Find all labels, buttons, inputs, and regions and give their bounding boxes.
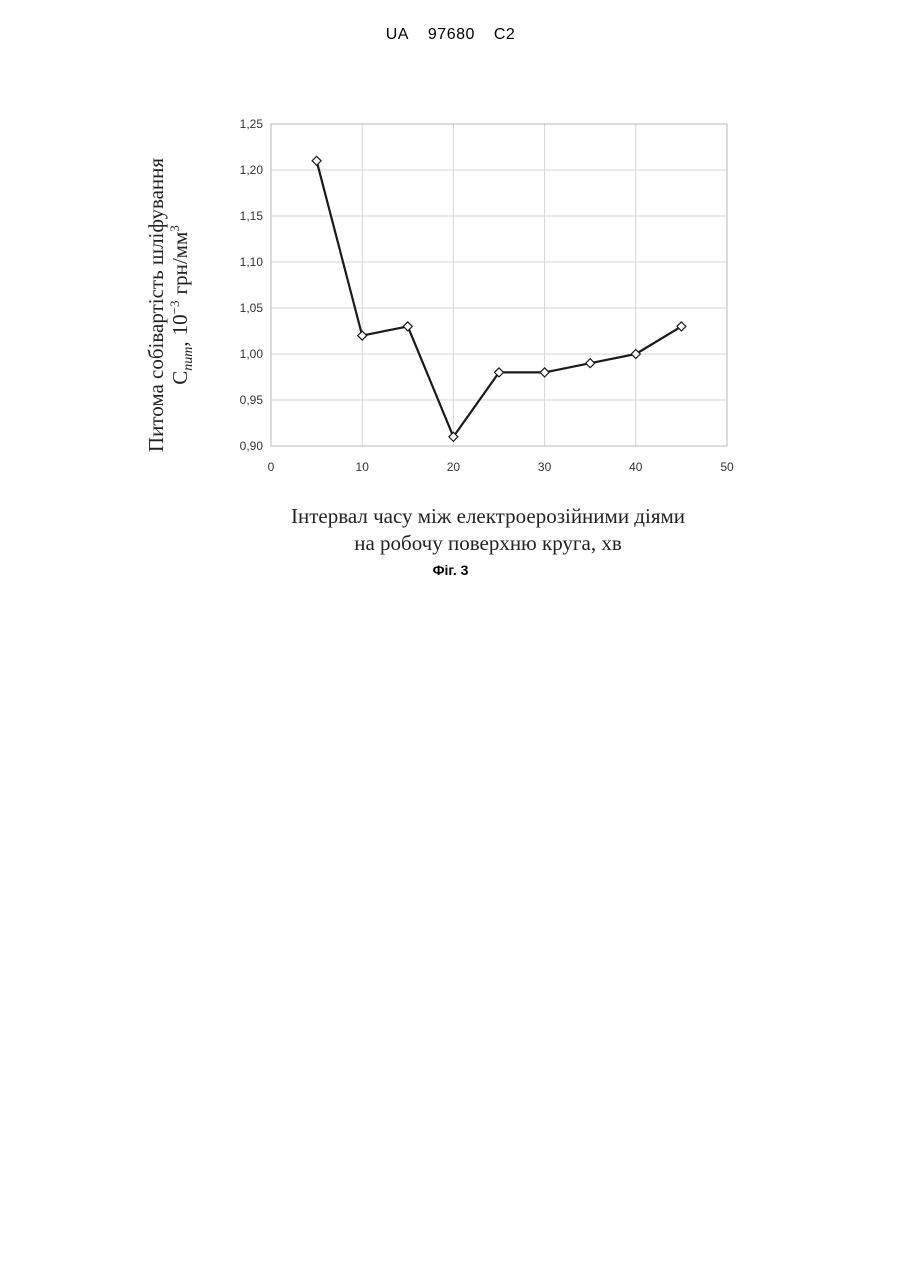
series-line xyxy=(317,161,682,437)
y-axis-ticks: 0,90 0,95 1,00 1,05 1,10 1,15 1,20 1,25 xyxy=(240,117,264,453)
data-point xyxy=(586,359,595,368)
x-tick-label: 20 xyxy=(447,460,461,474)
y-tick-label: 0,95 xyxy=(240,393,264,407)
grid xyxy=(271,124,727,446)
figure-caption: Фіг. 3 xyxy=(0,562,901,578)
y-symbol: C xyxy=(168,371,192,385)
y-symbol-subscript: пит xyxy=(181,347,196,371)
x-tick-label: 30 xyxy=(538,460,552,474)
series xyxy=(312,156,686,441)
x-tick-label: 40 xyxy=(629,460,643,474)
y-tick-label: 1,10 xyxy=(240,255,264,269)
y-axis-title-line2: Cпит, 10−3 грн/мм3 xyxy=(167,225,196,385)
x-axis-title-line1: Інтервал часу між електроерозійними діям… xyxy=(291,504,685,528)
y-base: 10 xyxy=(168,314,192,335)
y-tick-label: 1,15 xyxy=(240,209,264,223)
data-point xyxy=(358,331,367,340)
y-tick-label: 1,00 xyxy=(240,347,264,361)
data-point xyxy=(403,322,412,331)
y-unit: грн/мм xyxy=(168,232,192,295)
x-axis-title-line2: на робочу поверхню круга, хв xyxy=(354,531,622,555)
y-comma: , xyxy=(168,341,192,346)
x-tick-label: 10 xyxy=(356,460,370,474)
y-tick-label: 1,25 xyxy=(240,117,264,131)
x-axis-ticks: 0 10 20 30 40 50 xyxy=(268,460,734,474)
plot-frame xyxy=(271,124,727,446)
y-exponent: −3 xyxy=(167,301,182,315)
line-chart: 0,900,951,001,051,101,151,201,25 0102030… xyxy=(0,0,901,620)
data-point xyxy=(312,156,321,165)
y-axis-title-line1: Питома собівартість шліфування xyxy=(144,158,168,452)
y-tick-label: 0,90 xyxy=(240,439,264,453)
x-tick-label: 0 xyxy=(268,460,275,474)
y-tick-label: 1,05 xyxy=(240,301,264,315)
x-tick-label: 50 xyxy=(720,460,734,474)
data-point xyxy=(540,368,549,377)
y-tick-label: 1,20 xyxy=(240,163,264,177)
y-unit-exponent: 3 xyxy=(167,225,182,232)
